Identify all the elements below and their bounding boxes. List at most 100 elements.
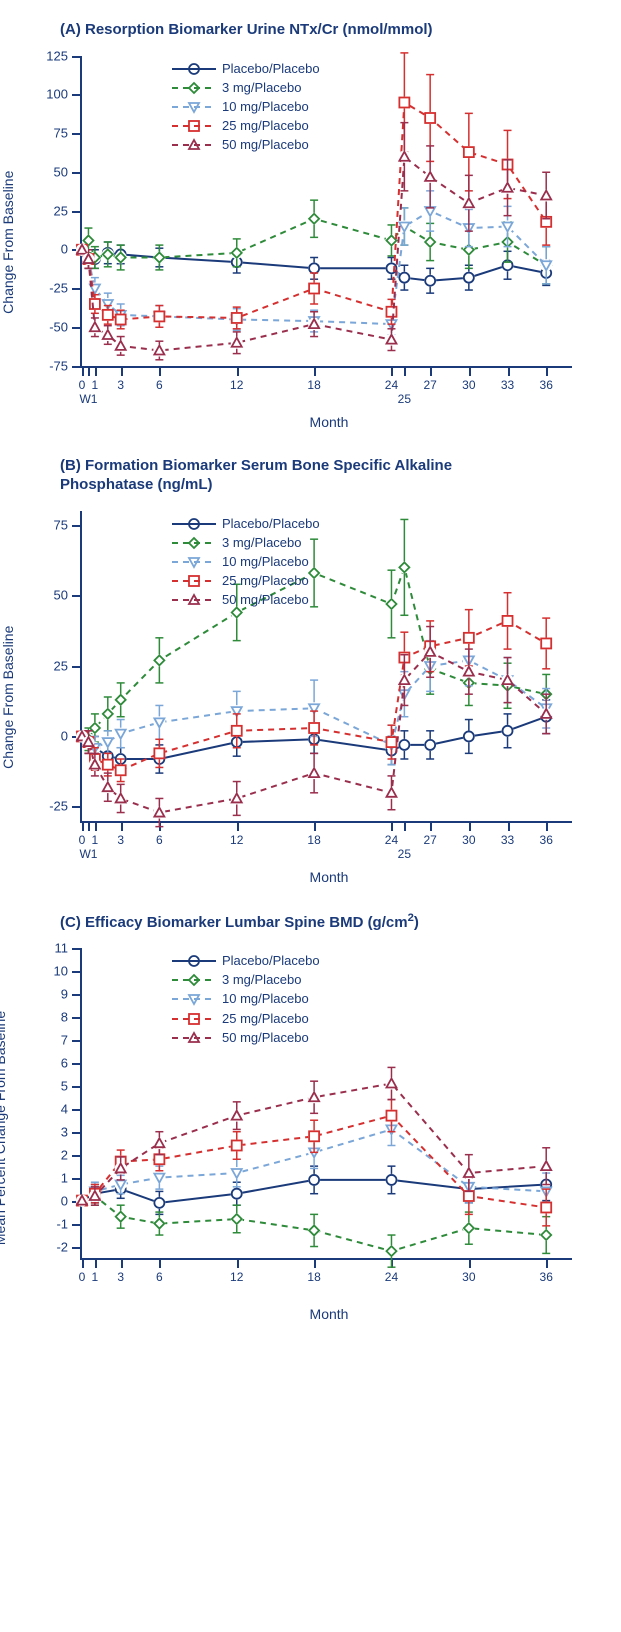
xtick-label: 6 <box>156 833 163 847</box>
ytick-label: 0 <box>61 728 68 743</box>
ytick-label: -50 <box>49 319 68 334</box>
ytick-label: 100 <box>46 87 68 102</box>
ytick-label: 11 <box>55 941 69 956</box>
ytick-label: 9 <box>61 986 68 1001</box>
legend-swatch <box>172 536 216 550</box>
ytick-label: 125 <box>46 48 68 63</box>
ytick <box>72 211 80 213</box>
ytick-label: 25 <box>54 658 68 673</box>
xtick <box>314 823 316 831</box>
ytick-label: 0 <box>61 242 68 257</box>
ytick <box>72 1017 80 1019</box>
legend-swatch <box>172 138 216 152</box>
xtick-label: 27 <box>423 833 436 847</box>
legend-label: 3 mg/Placebo <box>222 534 302 552</box>
ytick-label: 10 <box>54 963 68 978</box>
panel-title: (A) Resorption Biomarker Urine NTx/Cr (n… <box>60 20 611 40</box>
xtick-label: 30 <box>462 1270 475 1284</box>
xtick-label: 3 <box>117 378 124 392</box>
panel-title: (B) Formation Biomarker Serum Bone Speci… <box>60 456 611 495</box>
plot-region: -75-50-2502550751001250W1136121824252730… <box>80 56 572 368</box>
xtick <box>391 823 393 831</box>
series-d50 <box>82 56 572 366</box>
xtick-label: 18 <box>307 378 320 392</box>
legend-item: 50 mg/Placebo <box>172 1029 320 1047</box>
xtick <box>546 823 548 831</box>
ytick-label: -75 <box>49 358 68 373</box>
y-axis-label: Geometric Mean PercentChange From Baseli… <box>0 158 16 314</box>
ytick-label: 3 <box>61 1124 68 1139</box>
ytick-label: 1 <box>61 1170 68 1185</box>
xtick-label: 36 <box>540 833 553 847</box>
xtick <box>404 823 406 831</box>
xtick <box>159 368 161 376</box>
legend-item: 3 mg/Placebo <box>172 971 320 989</box>
plot-region: -2502550750W11361218242527303336 Placebo… <box>80 511 572 823</box>
xtick <box>121 1260 123 1268</box>
xtick <box>88 368 90 376</box>
xtick <box>121 368 123 376</box>
chart-area: Mean Percent Change From BaselineMonth-2… <box>10 938 590 1318</box>
xtick <box>95 1260 97 1268</box>
legend-label: 10 mg/Placebo <box>222 553 309 571</box>
legend-label: Placebo/Placebo <box>222 60 320 78</box>
xtick-label: 24 <box>385 1270 398 1284</box>
x-axis-label: Month <box>310 869 349 885</box>
plot-region: -2-10123456789101101361218243036 Placebo… <box>80 948 572 1260</box>
xtick-label: 30 <box>462 833 475 847</box>
xtick <box>469 1260 471 1268</box>
legend: Placebo/Placebo 3 mg/Placebo 10 mg/Place… <box>172 515 320 611</box>
xtick <box>95 823 97 831</box>
ytick <box>72 948 80 950</box>
legend-swatch <box>172 517 216 531</box>
legend-swatch <box>172 1012 216 1026</box>
xtick-label: 36 <box>540 1270 553 1284</box>
xtick <box>391 368 393 376</box>
legend-swatch <box>172 992 216 1006</box>
xtick-label: 3 <box>117 833 124 847</box>
xtick <box>88 823 90 831</box>
legend-item: 10 mg/Placebo <box>172 990 320 1008</box>
xtick-label: 1 <box>92 833 99 847</box>
ytick-label: -25 <box>49 281 68 296</box>
ytick-label: 2 <box>61 1147 68 1162</box>
xtick-label: 3 <box>117 1270 124 1284</box>
legend-item: 50 mg/Placebo <box>172 136 320 154</box>
ytick <box>72 1247 80 1249</box>
xtick-label: 27 <box>423 378 436 392</box>
series-d50 <box>82 948 572 1258</box>
legend-label: 50 mg/Placebo <box>222 591 309 609</box>
ytick-label: 5 <box>61 1078 68 1093</box>
ytick <box>72 1109 80 1111</box>
xtick <box>82 823 84 831</box>
legend-item: 3 mg/Placebo <box>172 79 320 97</box>
xtick <box>82 1260 84 1268</box>
legend-swatch <box>172 119 216 133</box>
legend-item: Placebo/Placebo <box>172 60 320 78</box>
legend-swatch <box>172 1031 216 1045</box>
xtick-label: W1 <box>79 392 97 406</box>
xtick-label: 12 <box>230 833 243 847</box>
legend: Placebo/Placebo 3 mg/Placebo 10 mg/Place… <box>172 952 320 1048</box>
ytick-label: -2 <box>56 1239 68 1254</box>
xtick <box>469 368 471 376</box>
xtick <box>430 823 432 831</box>
ytick-label: 75 <box>54 126 68 141</box>
legend-item: 25 mg/Placebo <box>172 1010 320 1028</box>
xtick <box>469 823 471 831</box>
ytick-label: -25 <box>49 799 68 814</box>
xtick <box>430 368 432 376</box>
legend-label: 25 mg/Placebo <box>222 1010 309 1028</box>
ytick-label: 7 <box>61 1032 68 1047</box>
xtick-label: 24 <box>385 833 398 847</box>
xtick-label: 33 <box>501 833 514 847</box>
legend-swatch <box>172 100 216 114</box>
xtick <box>121 823 123 831</box>
xtick <box>404 368 406 376</box>
xtick <box>237 1260 239 1268</box>
xtick-label: 36 <box>540 378 553 392</box>
legend-label: Placebo/Placebo <box>222 515 320 533</box>
ytick <box>72 172 80 174</box>
ytick <box>72 327 80 329</box>
xtick <box>237 368 239 376</box>
